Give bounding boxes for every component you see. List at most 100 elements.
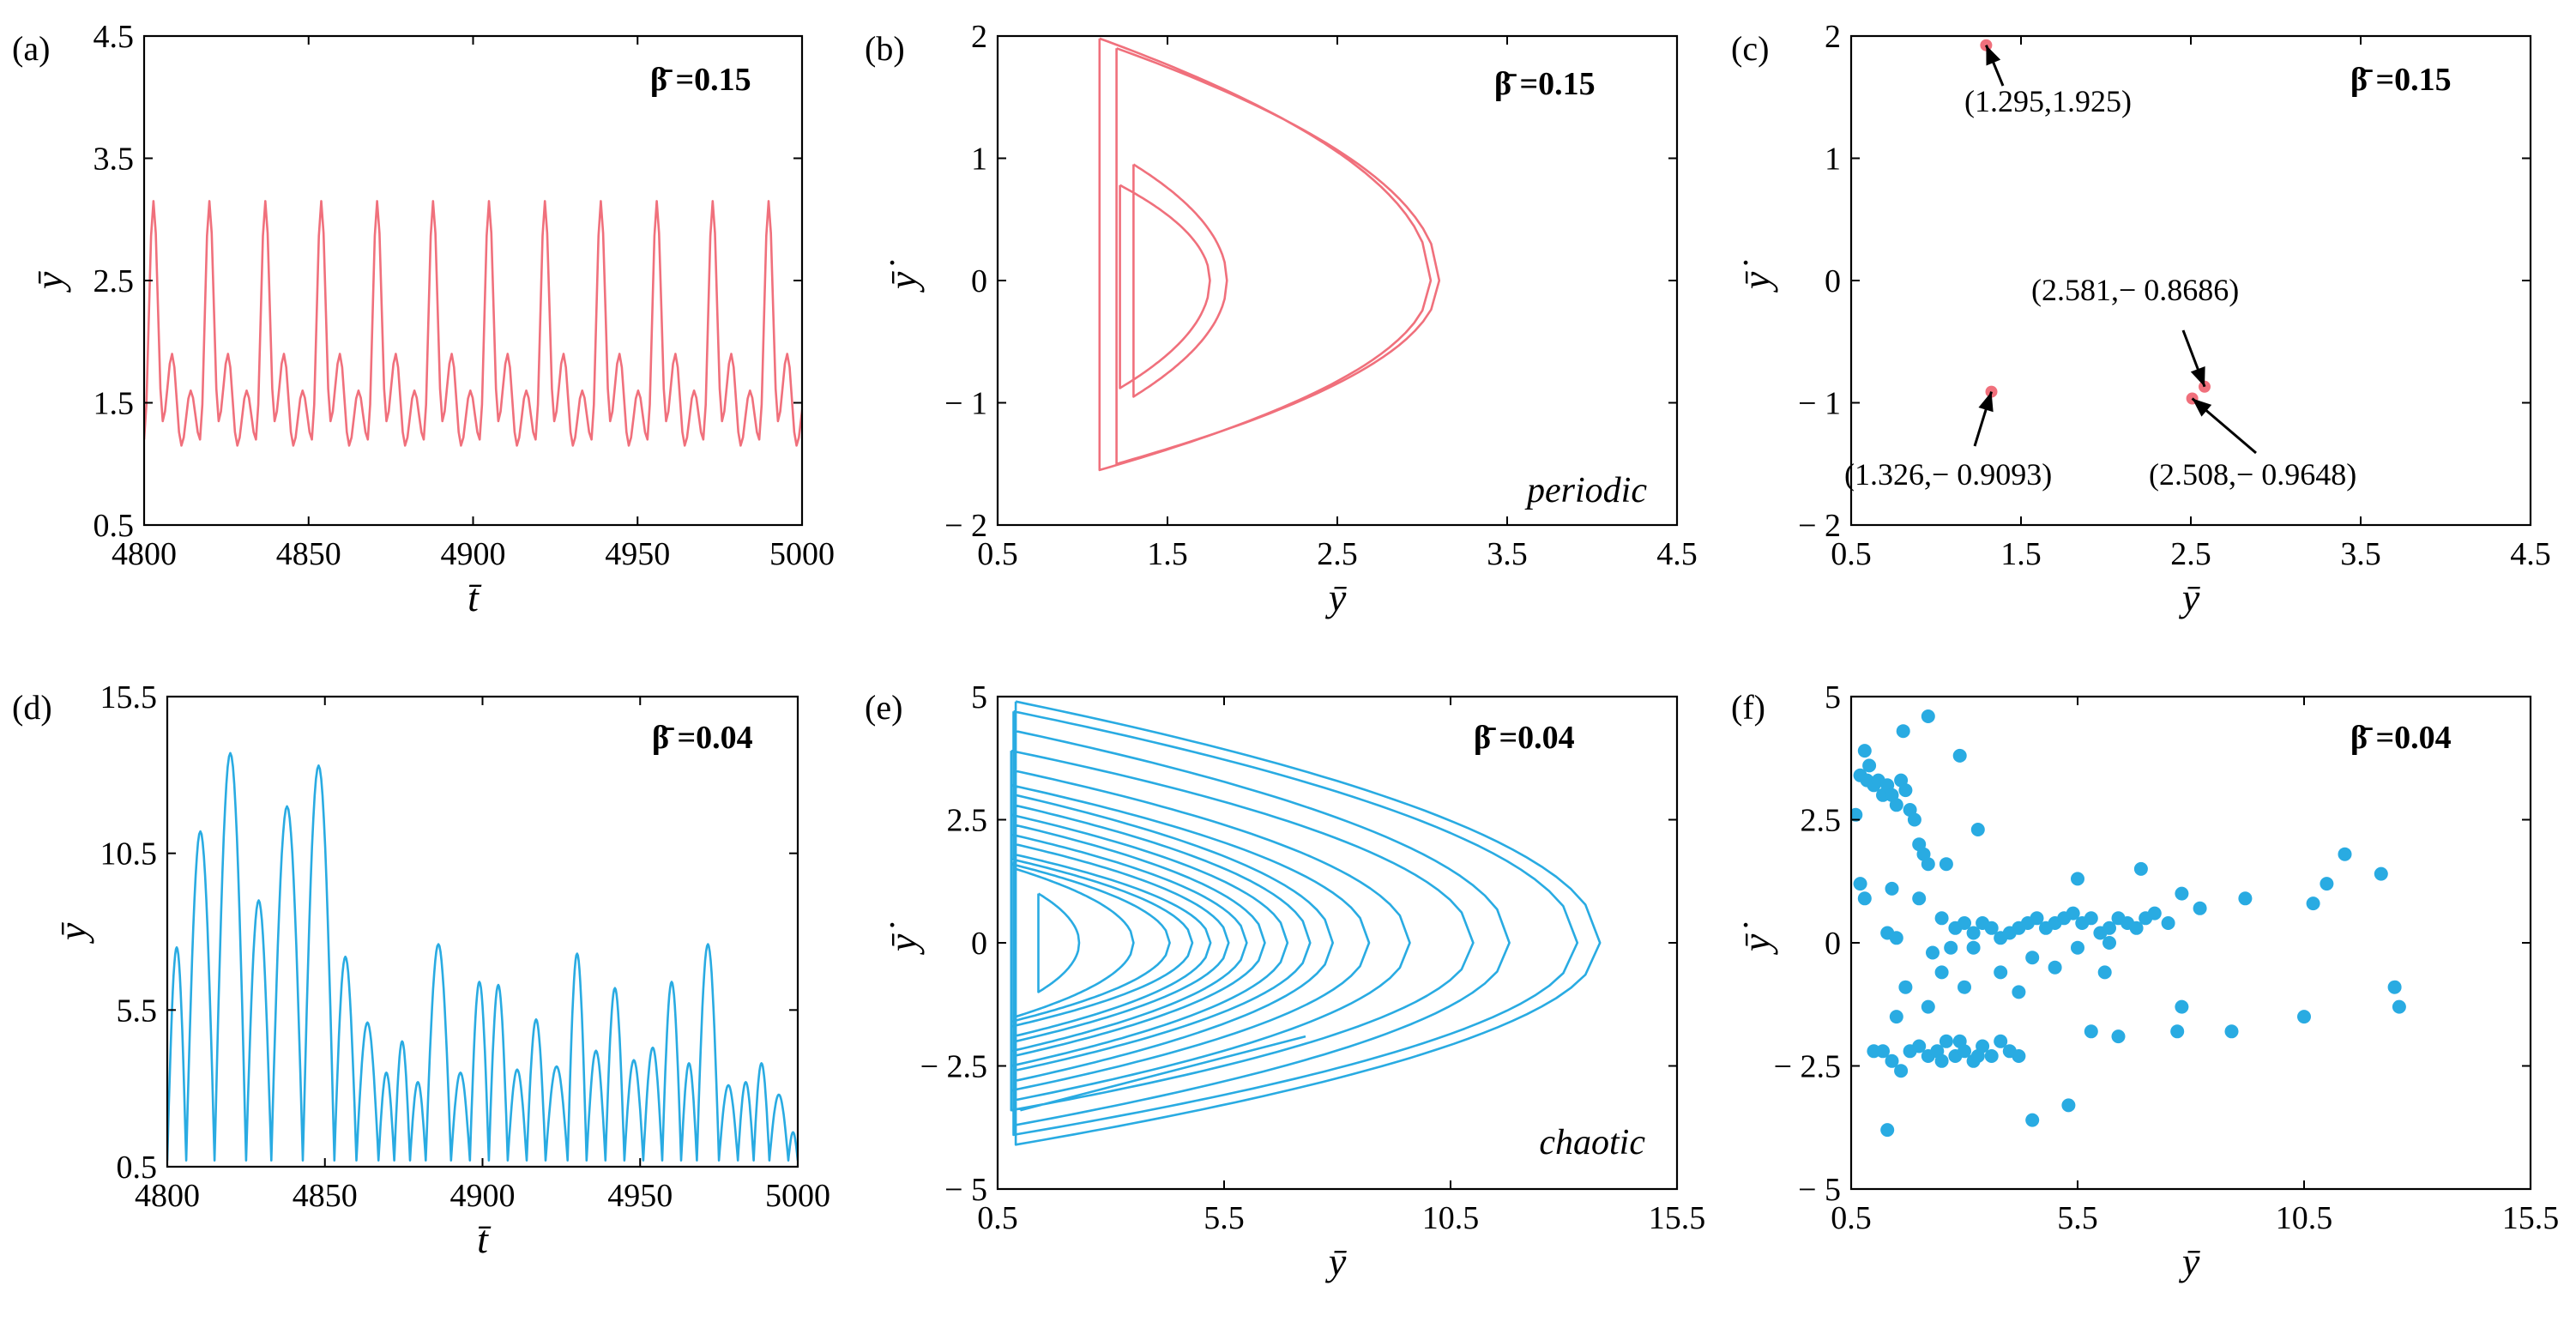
x-tick-label: 2.5 [2170,536,2211,572]
y-tick-label: 0.5 [94,508,135,544]
y-axis-label: ȳ̇ [881,260,925,293]
data-point-f-93 [2175,886,2189,901]
y-tick-label: 2.5 [94,263,135,299]
y-axis-label: ȳ̇ [881,922,925,955]
x-tick-label: 4800 [135,1178,200,1214]
y-tick-label: 0.5 [117,1150,158,1186]
data-point-f-30 [1944,940,1958,955]
data-point-f-46 [2084,911,2098,926]
data-point-f-23 [1853,877,1867,891]
data-point-f-2 [1857,744,1872,758]
data-point-f-98 [2374,866,2388,881]
data-point-f-82 [1994,1034,2008,1048]
y-tick-label: − 2 [944,508,987,544]
beta-label: β̄ =0.04 [2350,720,2452,756]
y-tick-label: 5 [971,679,987,715]
beta-label: β̄ =0.04 [652,720,753,756]
x-tick-label: 1.5 [2000,536,2042,572]
data-point-f-19 [1921,709,1935,723]
data-point-f-33 [1966,926,1981,940]
regime-label: chaotic [1539,1123,1645,1162]
plot-area [144,200,802,447]
data-point-f-76 [1939,1034,1953,1048]
data-point-f-89 [2025,1113,2040,1127]
y-tick-label: 0 [1825,926,1841,962]
series-line-d-0 [167,752,798,1162]
y-axis-label: ȳ [27,270,71,293]
y-tick-label: 15.5 [100,679,158,715]
panel-f: 0.5 5.5 10.5 15.5 − 5 − 2.5 0 2.5 5 ȳ ȳ̇ (f) β̄ =0.0… [1731,679,2559,1283]
x-axis-label: ȳ [2179,576,2201,619]
y-tick-label: 1 [1825,142,1841,178]
data-point-f-73 [1912,1039,1927,1053]
data-point-f-67 [1921,999,1935,1014]
data-point-f-104 [2170,1024,2185,1039]
y-tick-label: 10.5 [100,836,158,872]
data-point-f-63 [1958,980,1971,994]
data-point-f-60 [2048,960,2062,975]
x-tick-label: 1.5 [1147,536,1188,572]
data-point-f-94 [2238,891,2253,906]
data-point-f-10 [1889,798,1903,812]
series-line-e-0 [1010,700,1602,1146]
y-tick-label: 3.5 [94,142,135,178]
x-tick-label: 5000 [769,536,835,572]
data-point-f-24 [1857,891,1872,906]
x-tick-label: 4950 [607,1178,673,1214]
x-tick-label: 4900 [441,536,506,572]
annotation-arrowhead [2192,398,2212,417]
y-tick-label: − 1 [1798,386,1841,422]
panel-label: (e) [865,688,902,727]
data-point-f-25 [1885,881,1899,896]
data-point-f-92 [2133,861,2148,876]
panel-b: 0.5 1.5 2.5 3.5 4.5 − 2 − 1 0 1 2 ȳ ȳ̇ (b) β̄ =0.15 pe… [865,19,1698,619]
data-point-f-69 [1876,1044,1890,1059]
data-point-f-0 [1851,807,1863,822]
data-point-f-17 [1921,857,1935,872]
data-point-f-101 [2297,1010,2311,1024]
plot-area [167,752,798,1162]
data-point-f-62 [1934,965,1949,980]
x-tick-label: 10.5 [1422,1200,1480,1236]
x-tick-label: 4900 [450,1178,516,1214]
data-point-f-107 [2193,901,2207,915]
data-point-f-66 [1889,1010,1903,1024]
y-axis-label: ȳ̇ [1734,260,1778,293]
data-point-f-20 [1952,748,1967,763]
x-tick-label: 4800 [112,536,177,572]
data-point-f-85 [1934,1053,1949,1068]
y-tick-label: 2 [971,19,987,55]
data-point-f-57 [1966,940,1981,955]
data-point-f-95 [2306,896,2320,911]
data-point-f-22 [1970,823,1985,836]
x-tick-label: 3.5 [2340,536,2381,572]
data-point-f-27 [1889,931,1903,945]
data-point-f-21 [1939,857,1953,872]
data-point-f-90 [2061,1098,2076,1113]
data-point-f-88 [1880,1123,1895,1138]
x-tick-label: 4.5 [2510,536,2551,572]
y-tick-label: − 5 [1798,1172,1841,1208]
panel-a: 4800 4850 4900 4950 5000 0.5 1.5 2.5 3.5 4.5 t̄ ȳ (a… [12,19,835,619]
data-point-f-87 [1970,1049,1985,1063]
data-point-f-51 [2129,921,2144,935]
y-tick-label: − 2 [1798,508,1841,544]
data-point-f-61 [2097,965,2112,980]
beta-label: β̄ =0.04 [1474,720,1575,756]
x-tick-label: 4850 [276,536,341,572]
y-tick-label: 0 [1825,263,1841,299]
x-tick-label: 10.5 [2276,1200,2333,1236]
data-point-f-97 [2320,877,2334,891]
data-point-f-56 [1926,945,1940,960]
data-point-f-84 [2012,1049,2026,1063]
x-tick-label: 4950 [605,536,670,572]
data-point-f-54 [2071,940,2084,955]
x-tick-label: 2.5 [1317,536,1358,572]
x-tick-label: 5000 [765,1178,830,1214]
annotation-label: (1.295,1.925) [1964,84,2132,118]
x-axis-label: t̄ [468,576,482,619]
y-tick-label: − 5 [944,1172,987,1208]
y-tick-label: 5 [1825,679,1841,715]
data-point-f-53 [2147,906,2162,921]
